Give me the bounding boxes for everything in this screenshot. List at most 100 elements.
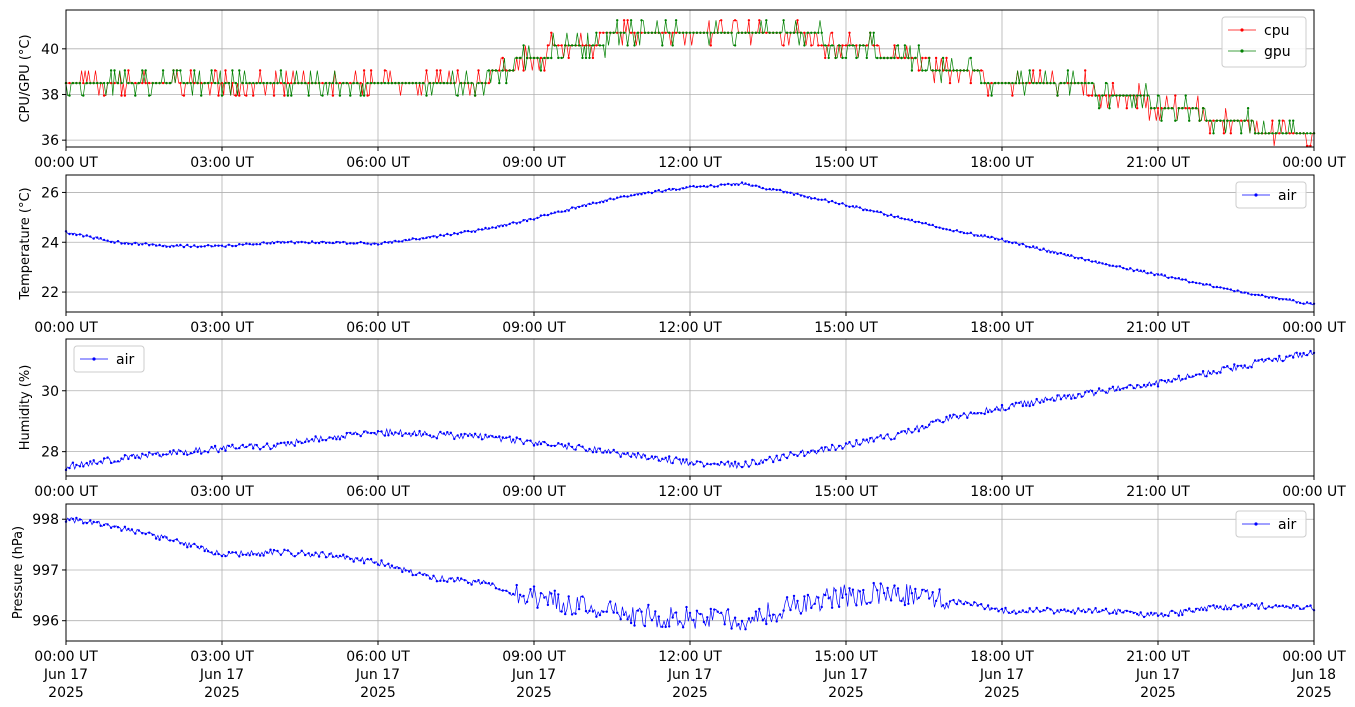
data-point xyxy=(1149,271,1153,274)
x-tick-label: 09:00 UT xyxy=(502,155,566,171)
data-point xyxy=(456,69,459,72)
data-point xyxy=(286,549,290,552)
data-point xyxy=(990,607,993,610)
data-point xyxy=(1042,400,1045,403)
data-point xyxy=(324,439,328,442)
data-point xyxy=(328,241,331,244)
data-point xyxy=(1129,94,1132,97)
data-point xyxy=(401,81,404,85)
data-point xyxy=(713,31,716,34)
data-point xyxy=(390,81,394,85)
data-point xyxy=(522,442,525,446)
data-point xyxy=(1028,404,1031,408)
data-point xyxy=(463,81,466,85)
data-point xyxy=(314,551,317,554)
data-point xyxy=(1073,396,1077,400)
data-point xyxy=(980,234,983,237)
data-point xyxy=(844,56,848,60)
data-point xyxy=(1188,607,1191,610)
data-point xyxy=(68,94,71,97)
data-point xyxy=(349,431,352,435)
data-point xyxy=(792,453,796,456)
data-point xyxy=(200,545,203,548)
data-point xyxy=(1219,119,1222,122)
data-point xyxy=(116,526,120,529)
data-point xyxy=(643,624,647,628)
data-point xyxy=(252,94,255,97)
legend-label-air: air xyxy=(116,352,134,368)
data-point xyxy=(328,436,331,439)
series-markers-air xyxy=(64,181,1316,305)
data-point xyxy=(900,56,903,60)
data-point xyxy=(411,237,414,240)
data-point xyxy=(335,554,338,558)
data-point xyxy=(1059,251,1063,255)
data-point xyxy=(966,69,969,72)
data-point xyxy=(813,31,816,34)
data-point xyxy=(345,81,348,85)
data-point xyxy=(1281,119,1285,122)
data-point xyxy=(106,456,109,459)
data-point xyxy=(428,577,432,580)
data-point xyxy=(803,195,806,198)
data-point xyxy=(1264,358,1267,362)
data-point xyxy=(144,81,147,85)
data-point xyxy=(657,189,660,192)
data-point xyxy=(1007,240,1011,244)
data-point xyxy=(210,445,213,449)
data-point xyxy=(636,193,640,196)
data-point xyxy=(629,455,633,458)
data-point xyxy=(834,201,837,204)
data-point xyxy=(1056,394,1059,397)
data-point xyxy=(876,56,879,60)
data-point xyxy=(1229,119,1233,122)
data-point xyxy=(1108,612,1111,615)
data-point xyxy=(404,81,407,85)
data-point xyxy=(598,447,602,450)
data-point xyxy=(1080,395,1083,398)
data-point xyxy=(449,577,452,580)
data-point xyxy=(1240,132,1243,135)
data-point xyxy=(342,81,345,85)
data-point xyxy=(775,454,778,457)
data-point xyxy=(276,442,279,445)
data-point xyxy=(82,235,85,238)
data-point xyxy=(432,81,435,85)
data-point xyxy=(1174,378,1177,381)
data-point xyxy=(137,81,140,85)
x-tick-year: 2025 xyxy=(48,685,84,701)
data-point xyxy=(283,441,286,444)
data-point xyxy=(512,221,515,224)
data-point xyxy=(1115,612,1118,615)
data-point xyxy=(435,437,439,440)
data-point xyxy=(241,243,244,246)
data-point xyxy=(830,443,834,447)
data-point xyxy=(148,531,151,534)
legend-marker-air xyxy=(1254,193,1258,197)
data-point xyxy=(508,222,511,226)
data-point xyxy=(432,435,435,438)
data-point xyxy=(515,222,518,225)
data-point xyxy=(907,56,910,60)
data-point xyxy=(182,81,186,85)
data-point xyxy=(993,607,997,610)
data-point xyxy=(1007,611,1011,614)
data-point xyxy=(68,232,71,236)
data-point xyxy=(1267,357,1271,360)
data-point xyxy=(678,31,681,34)
data-point xyxy=(1115,265,1118,268)
data-point xyxy=(557,44,560,47)
data-point xyxy=(89,235,92,238)
data-point xyxy=(356,81,359,85)
data-point xyxy=(408,81,411,85)
data-point xyxy=(1132,94,1135,97)
data-point xyxy=(1042,609,1045,612)
data-point xyxy=(269,447,272,451)
data-point xyxy=(723,183,726,186)
data-point xyxy=(924,590,927,593)
data-point xyxy=(1219,286,1222,289)
data-point xyxy=(505,224,508,227)
data-point xyxy=(1236,605,1239,608)
data-point xyxy=(695,460,699,463)
